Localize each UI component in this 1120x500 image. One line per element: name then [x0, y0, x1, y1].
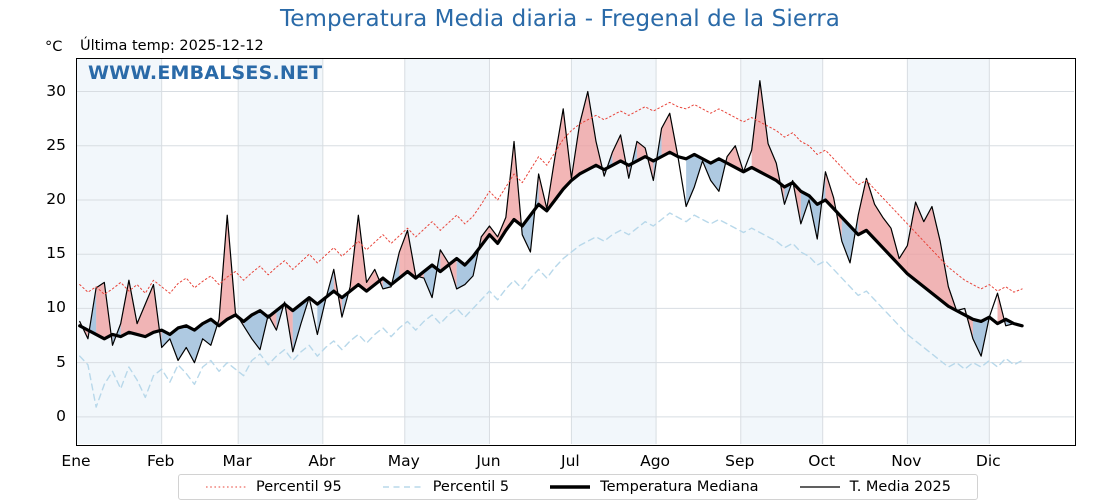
y-tick-label: 30: [46, 81, 66, 100]
series-line-percentil-5: [79, 212, 1023, 408]
y-tick-label: 25: [46, 135, 66, 154]
page-title: Temperatura Media diaria - Fregenal de l…: [280, 6, 840, 32]
series-lines: [78, 80, 1024, 408]
legend-item-label: Percentil 95: [256, 479, 342, 495]
legend-swatch-icon: [799, 486, 840, 488]
series-line-temperatura-mediana: [78, 150, 1024, 341]
chart-legend: Percentil 95 Percentil 5 Temperatura Media…: [178, 474, 978, 500]
legend-item[interactable]: T. Media 2025: [799, 479, 951, 495]
legend-item[interactable]: Percentil 5: [382, 479, 509, 495]
legend-item-label: Temperatura Mediana: [600, 479, 759, 495]
x-tick-label: Jun: [476, 452, 501, 470]
chart-canvas: [77, 59, 1074, 444]
x-tick-label: Oct: [808, 452, 836, 470]
anomaly-fill-areas: [79, 80, 1014, 363]
legend-item-label: T. Media 2025: [849, 479, 951, 495]
x-tick-label: Abr: [308, 452, 336, 470]
x-tick-label: Feb: [146, 452, 175, 470]
legend-swatch-icon: [206, 486, 246, 488]
legend-item-label: Percentil 5: [432, 479, 510, 495]
y-tick-label: 0: [56, 406, 66, 425]
y-tick-label: 20: [46, 189, 66, 208]
site-watermark: WWW.EMBALSES.NET: [88, 62, 323, 84]
legend-swatch-icon: [382, 486, 423, 488]
x-tick-label: Dic: [975, 452, 1001, 470]
x-tick-label: Nov: [891, 452, 922, 470]
last-reading-label: Última temp: 2025-12-12: [80, 38, 264, 54]
x-tick-label: Ene: [61, 452, 91, 470]
x-tick-label: May: [387, 452, 420, 470]
x-tick-label: Jul: [561, 452, 580, 470]
x-tick-label: Mar: [222, 452, 252, 470]
y-tick-label: 5: [56, 352, 66, 371]
legend-swatch-icon: [550, 485, 591, 489]
legend-item[interactable]: Percentil 95: [205, 479, 342, 495]
x-tick-label: Ago: [640, 452, 671, 470]
month-background-bands: [77, 59, 990, 444]
plot-area: [76, 58, 1076, 446]
y-tick-label: 10: [46, 298, 66, 317]
x-tick-label: Sep: [725, 452, 755, 470]
y-axis-unit-label: °C: [45, 39, 63, 55]
legend-item[interactable]: Temperatura Mediana: [549, 479, 759, 495]
y-tick-label: 15: [46, 244, 66, 263]
series-line-percentil-95: [79, 101, 1023, 295]
